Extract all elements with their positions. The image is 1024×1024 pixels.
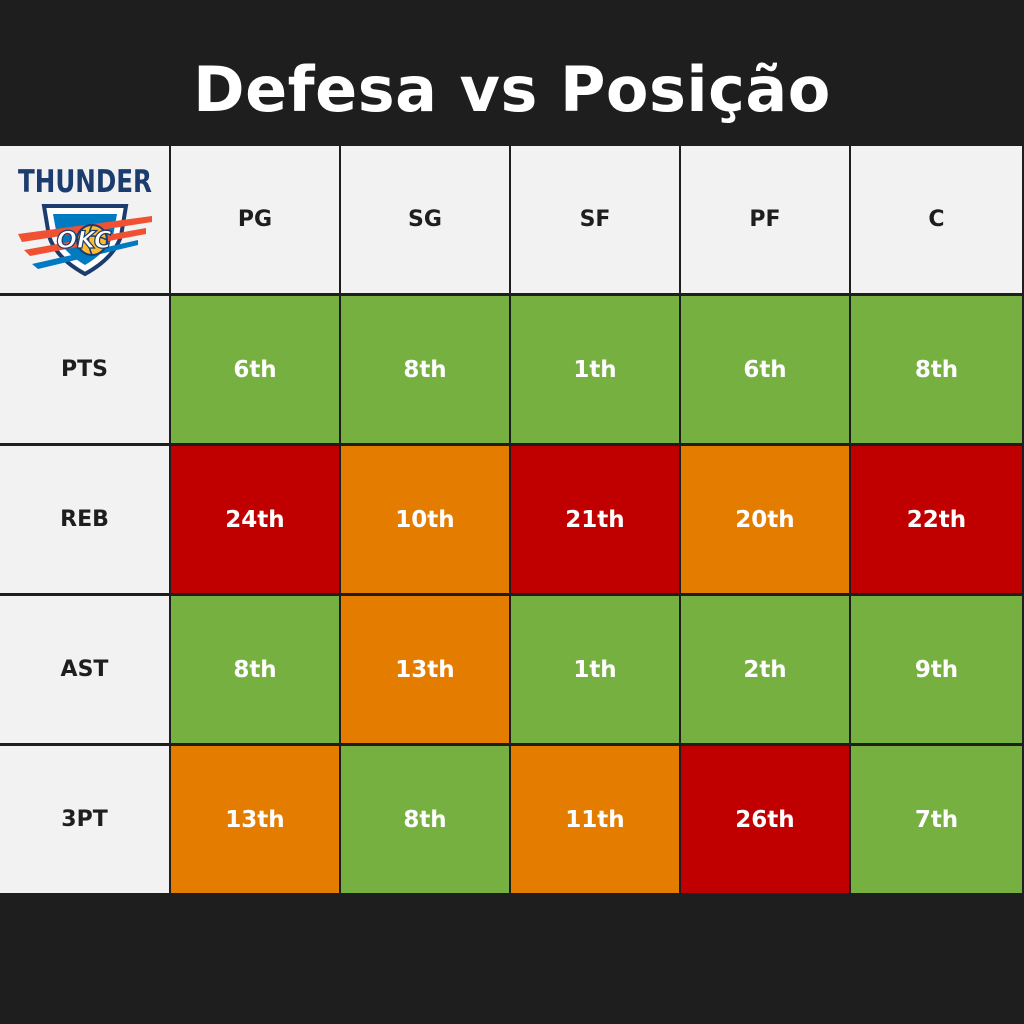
rank-cell-pts-pf: 6th bbox=[681, 296, 849, 443]
page-title: Defesa vs Posição bbox=[193, 53, 831, 126]
column-header-pf: PF bbox=[681, 146, 849, 293]
rank-cell-3pt-c: 7th bbox=[851, 746, 1022, 893]
row-header-reb: REB bbox=[0, 446, 169, 593]
rank-cell-ast-sg: 13th bbox=[341, 596, 509, 743]
row-header-ast: AST bbox=[0, 596, 169, 743]
rank-cell-3pt-pg: 13th bbox=[171, 746, 339, 893]
rank-cell-reb-pg: 24th bbox=[171, 446, 339, 593]
rank-cell-ast-pf: 2th bbox=[681, 596, 849, 743]
logo-badge-text: OKC bbox=[56, 226, 111, 254]
rank-cell-reb-sf: 21th bbox=[511, 446, 679, 593]
okc-thunder-logo-icon: THUNDER OKC bbox=[17, 164, 152, 276]
rank-cell-pts-pg: 6th bbox=[171, 296, 339, 443]
rank-cell-3pt-sf: 11th bbox=[511, 746, 679, 893]
rank-cell-ast-sf: 1th bbox=[511, 596, 679, 743]
column-header-sf: SF bbox=[511, 146, 679, 293]
row-header-3pt: 3PT bbox=[0, 746, 169, 893]
rank-cell-pts-sg: 8th bbox=[341, 296, 509, 443]
column-header-pg: PG bbox=[171, 146, 339, 293]
rank-cell-pts-sf: 1th bbox=[511, 296, 679, 443]
rank-cell-pts-c: 8th bbox=[851, 296, 1022, 443]
rank-cell-3pt-pf: 26th bbox=[681, 746, 849, 893]
column-header-c: C bbox=[851, 146, 1022, 293]
row-header-pts: PTS bbox=[0, 296, 169, 443]
team-logo: THUNDER OKC bbox=[0, 146, 169, 293]
rank-cell-reb-c: 22th bbox=[851, 446, 1022, 593]
rank-cell-ast-pg: 8th bbox=[171, 596, 339, 743]
logo-wordmark: THUNDER bbox=[18, 164, 152, 200]
rank-cell-reb-pf: 20th bbox=[681, 446, 849, 593]
rank-cell-ast-c: 9th bbox=[851, 596, 1022, 743]
rank-cell-3pt-sg: 8th bbox=[341, 746, 509, 893]
column-header-sg: SG bbox=[341, 146, 509, 293]
rank-cell-reb-sg: 10th bbox=[341, 446, 509, 593]
defense-table: THUNDER OKC PG SG SF PF C PTS 6th 8th 1th 6th 8th R… bbox=[0, 146, 1024, 896]
